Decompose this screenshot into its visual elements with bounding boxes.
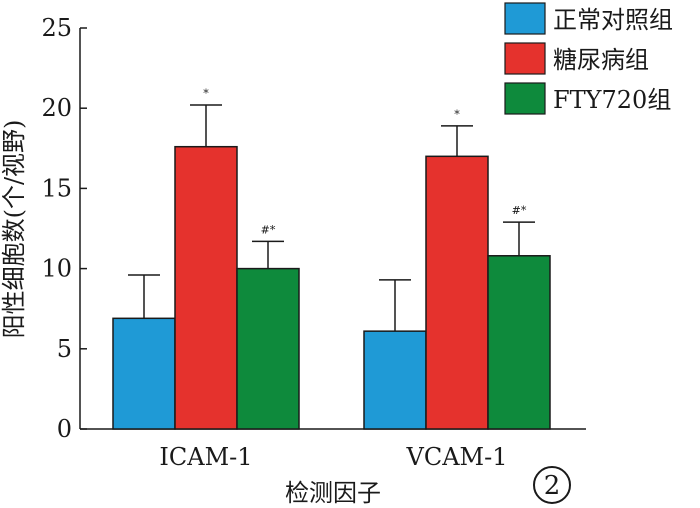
figure-number-badge: 2: [533, 466, 571, 504]
x-tick-label: ICAM-1: [159, 443, 252, 471]
bar: [363, 330, 427, 430]
significance-marker: *: [454, 108, 460, 121]
bar: [174, 145, 238, 430]
y-tick-label: 25: [41, 14, 72, 42]
significance-marker: #*: [512, 204, 527, 217]
y-tick-label: 15: [41, 174, 72, 202]
significance-marker: *: [203, 87, 209, 100]
y-tick-label: 0: [57, 415, 72, 443]
significance-marker: #*: [261, 223, 276, 236]
y-tick-label: 10: [41, 255, 72, 283]
y-axis-label: 阳性细胞数(个/视野): [0, 120, 28, 339]
bar: [487, 255, 551, 430]
legend-label: 糖尿病组: [553, 46, 649, 74]
y-tick-label: 20: [41, 94, 72, 122]
x-tick-labels: ICAM-1 VCAM-1: [159, 443, 507, 471]
bar: [236, 267, 300, 430]
x-tick-label: VCAM-1: [406, 443, 508, 471]
y-ticks: 0 5 10 15 20 25: [41, 14, 87, 443]
legend-swatch: [504, 2, 546, 35]
bar: [112, 317, 176, 430]
y-tick-label: 5: [57, 335, 72, 363]
figure-number: 2: [544, 471, 561, 501]
legend-label: 正常对照组: [553, 6, 673, 34]
x-axis-label: 检测因子: [285, 479, 381, 507]
legend-swatch: [504, 82, 546, 115]
bars: * * #* #*: [112, 87, 551, 430]
figure-number-circle: [533, 466, 571, 504]
legend-label: FTY720组: [553, 86, 671, 114]
legend-swatch: [504, 42, 546, 75]
bar: [425, 155, 489, 430]
